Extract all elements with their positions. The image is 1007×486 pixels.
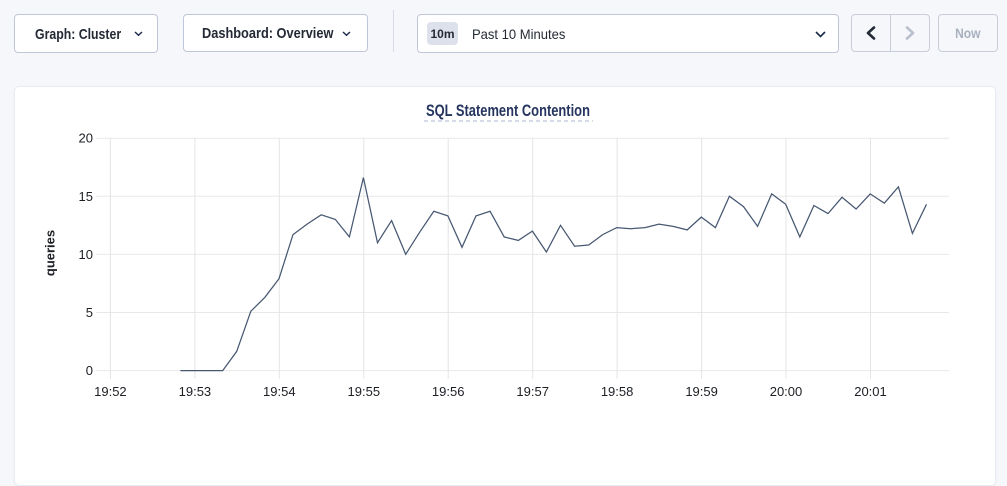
svg-text:19:54: 19:54 [263,384,296,399]
svg-text:0: 0 [86,363,93,378]
svg-text:19:58: 19:58 [601,384,634,399]
svg-text:20: 20 [79,131,93,146]
svg-text:19:57: 19:57 [516,384,549,399]
svg-text:19:52: 19:52 [94,384,127,399]
svg-text:20:00: 20:00 [770,384,803,399]
svg-text:5: 5 [86,305,93,320]
svg-text:15: 15 [79,189,93,204]
svg-text:20:01: 20:01 [854,384,887,399]
svg-text:19:55: 19:55 [348,384,381,399]
svg-text:19:59: 19:59 [685,384,718,399]
svg-text:10: 10 [79,247,93,262]
svg-text:19:53: 19:53 [179,384,212,399]
svg-text:19:56: 19:56 [432,384,465,399]
